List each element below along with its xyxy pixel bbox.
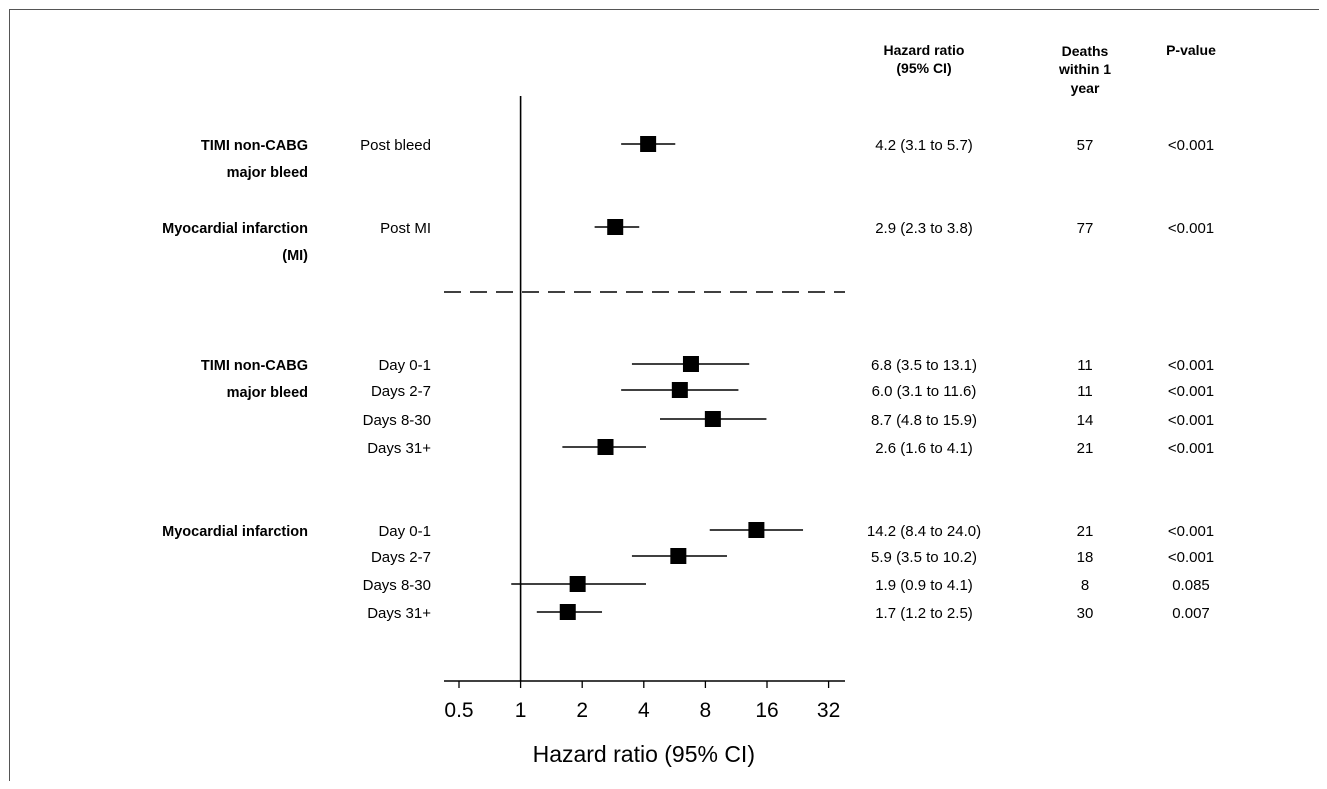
x-tick-label: 1 xyxy=(515,699,527,722)
header-deaths: Deaths xyxy=(1062,43,1109,59)
deaths-value: 77 xyxy=(1077,220,1094,237)
hr-ci-value: 2.6 (1.6 to 4.1) xyxy=(875,440,973,457)
p-value: <0.001 xyxy=(1168,220,1214,237)
forest-row: Days 31+ 1.7 (1.2 to 2.5) 30 0.007 xyxy=(367,604,1210,622)
x-tick-label: 16 xyxy=(755,699,778,722)
forest-row: Days 2-7 5.9 (3.5 to 10.2) 18 <0.001 xyxy=(371,548,1214,566)
x-tick-label: 32 xyxy=(817,699,840,722)
x-tick-label: 8 xyxy=(700,699,712,722)
forest-row: Post MI 2.9 (2.3 to 3.8) 77 <0.001 xyxy=(380,219,1214,237)
p-value: 0.007 xyxy=(1172,605,1210,622)
row-label: Day 0-1 xyxy=(378,523,431,540)
p-value: <0.001 xyxy=(1168,357,1214,374)
p-value: <0.001 xyxy=(1168,549,1214,566)
header-p-value: P-value xyxy=(1166,42,1216,58)
p-value: 0.085 xyxy=(1172,577,1210,594)
deaths-value: 11 xyxy=(1077,357,1093,374)
group-label: major bleed xyxy=(227,165,308,181)
x-tick-label: 4 xyxy=(638,699,650,722)
row-label: Days 2-7 xyxy=(371,549,431,566)
hr-marker xyxy=(569,576,586,592)
row-label: Post bleed xyxy=(360,137,431,154)
p-value: <0.001 xyxy=(1168,523,1214,540)
group-label: TIMI non-CABG xyxy=(201,358,308,374)
figure-frame xyxy=(9,9,1319,781)
x-axis: 0.5 1 2 4 8 16 32 Hazard ratio (95% CI) xyxy=(444,680,845,767)
header-hazard-ratio: (95% CI) xyxy=(896,60,951,76)
deaths-value: 11 xyxy=(1077,383,1093,400)
p-value: <0.001 xyxy=(1168,412,1214,429)
deaths-value: 30 xyxy=(1077,605,1094,622)
hr-marker xyxy=(559,604,576,620)
group-label: TIMI non-CABG xyxy=(201,138,308,154)
forest-row: Day 0-1 6.8 (3.5 to 13.1) 11 <0.001 xyxy=(378,356,1214,374)
forest-row: Post bleed 4.2 (3.1 to 5.7) 57 <0.001 xyxy=(360,136,1214,154)
hr-ci-value: 6.0 (3.1 to 11.6) xyxy=(872,383,977,400)
header-deaths: year xyxy=(1071,80,1100,96)
hr-marker xyxy=(670,548,687,564)
row-label: Days 8-30 xyxy=(363,412,431,429)
forest-row: Days 31+ 2.6 (1.6 to 4.1) 21 <0.001 xyxy=(367,439,1214,457)
row-label: Post MI xyxy=(380,220,431,237)
column-headers: Hazard ratio (95% CI) Deaths within 1 year P-… xyxy=(884,42,1217,96)
hr-ci-value: 2.9 (2.3 to 3.8) xyxy=(875,220,973,237)
x-tick-label: 0.5 xyxy=(444,699,473,722)
group-label: (MI) xyxy=(282,248,308,264)
hr-marker xyxy=(640,136,657,152)
deaths-value: 57 xyxy=(1077,137,1094,154)
hr-marker xyxy=(748,522,765,538)
row-label: Days 31+ xyxy=(367,440,431,457)
header-deaths: within 1 xyxy=(1058,61,1111,77)
x-tick-label: 2 xyxy=(576,699,588,722)
row-label: Days 8-30 xyxy=(363,577,431,594)
row-label: Days 31+ xyxy=(367,605,431,622)
hr-ci-value: 6.8 (3.5 to 13.1) xyxy=(871,357,977,374)
deaths-value: 21 xyxy=(1077,523,1094,540)
group-label: Myocardial infarction xyxy=(162,524,308,540)
hr-marker xyxy=(671,382,688,398)
hr-ci-value: 4.2 (3.1 to 5.7) xyxy=(875,137,973,154)
x-axis-label: Hazard ratio (95% CI) xyxy=(533,741,755,767)
deaths-value: 8 xyxy=(1081,577,1089,594)
hr-ci-value: 14.2 (8.4 to 24.0) xyxy=(867,523,981,540)
forest-row: Days 8-30 8.7 (4.8 to 15.9) 14 <0.001 xyxy=(363,411,1214,429)
hr-marker xyxy=(597,439,614,455)
p-value: <0.001 xyxy=(1168,137,1214,154)
row-label: Days 2-7 xyxy=(371,383,431,400)
deaths-value: 21 xyxy=(1077,440,1094,457)
forest-row: Days 2-7 6.0 (3.1 to 11.6) 11 <0.001 xyxy=(371,382,1214,400)
group-label: Myocardial infarction xyxy=(162,221,308,237)
header-hazard-ratio: Hazard ratio xyxy=(884,42,965,58)
p-value: <0.001 xyxy=(1168,440,1214,457)
forest-row: Day 0-1 14.2 (8.4 to 24.0) 21 <0.001 xyxy=(378,522,1214,540)
hr-ci-value: 1.9 (0.9 to 4.1) xyxy=(875,577,973,594)
group-label: major bleed xyxy=(227,385,308,401)
hr-ci-value: 8.7 (4.8 to 15.9) xyxy=(871,412,977,429)
hr-marker xyxy=(682,356,699,372)
hr-ci-value: 1.7 (1.2 to 2.5) xyxy=(875,605,973,622)
deaths-value: 14 xyxy=(1077,412,1094,429)
row-label: Day 0-1 xyxy=(378,357,431,374)
forest-row: Days 8-30 1.9 (0.9 to 4.1) 8 0.085 xyxy=(363,576,1210,594)
hr-marker xyxy=(704,411,721,427)
p-value: <0.001 xyxy=(1168,383,1214,400)
hr-ci-value: 5.9 (3.5 to 10.2) xyxy=(871,549,977,566)
deaths-value: 18 xyxy=(1077,549,1094,566)
hr-marker xyxy=(607,219,624,235)
group-labels: TIMI non-CABG major bleed Myocardial infar… xyxy=(162,138,308,540)
